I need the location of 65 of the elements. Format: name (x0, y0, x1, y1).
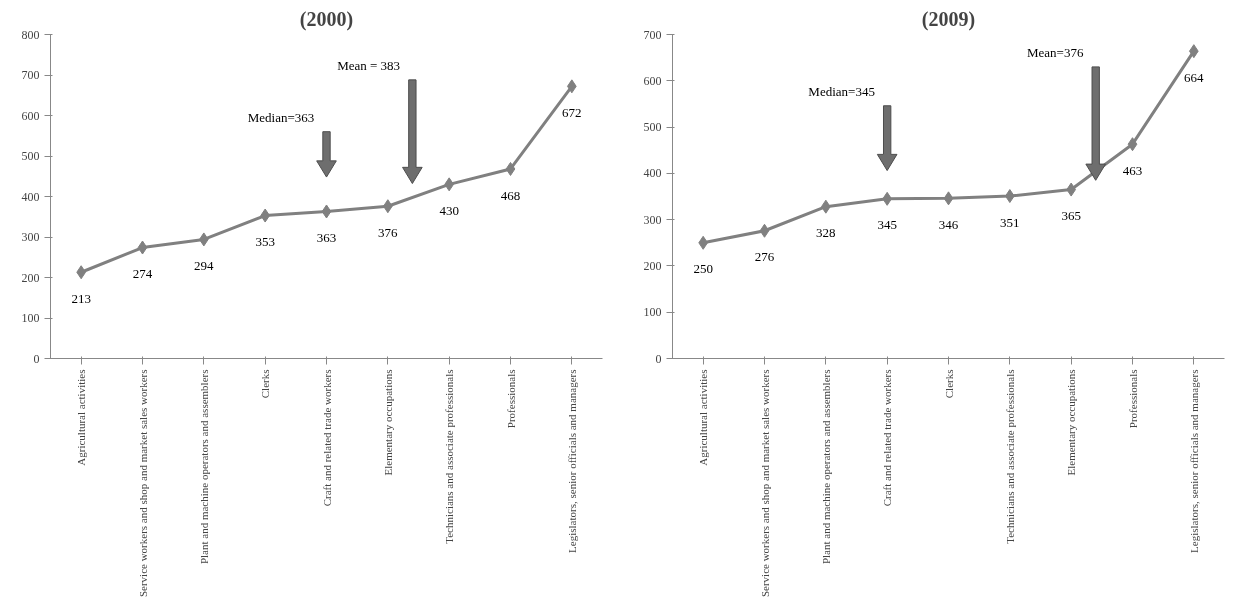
annotation: Median=363 (247, 110, 315, 126)
y-tick-label: 400 (21, 189, 40, 204)
data-label: 294 (194, 258, 215, 274)
y-tick-label: 200 (21, 270, 40, 285)
y-tick-label: 300 (21, 230, 40, 244)
x-tick-label: Craft and related trade workers (320, 369, 333, 507)
data-label: 351 (1000, 214, 1020, 230)
x-tick-label: Plant and machine operators and assemblers (819, 369, 832, 565)
y-tick-label: 100 (643, 305, 662, 320)
x-tick-label: Agricultural activities (75, 369, 88, 466)
x-tick-label: Craft and related trade workers (881, 369, 894, 507)
data-label: 468 (500, 187, 521, 203)
x-tick-label: Clerks (259, 369, 272, 399)
y-tick-label: 700 (21, 68, 40, 82)
data-label: 276 (754, 249, 775, 265)
data-label: 274 (132, 266, 153, 282)
data-label: 353 (255, 234, 275, 250)
point (505, 161, 516, 176)
x-tick-label: Service workers and shop and market sales workers (136, 369, 149, 598)
x-tick-label: Service workers and shop and market sales workers (758, 369, 771, 598)
annotation: Mean=376 (1027, 45, 1084, 61)
data-label: 363 (316, 230, 337, 246)
y-tick-label: 500 (643, 120, 662, 135)
data-label: 346 (938, 217, 959, 233)
data-label: 213 (71, 290, 91, 306)
chart-title: (2000) (299, 7, 354, 31)
y-tick-label: 0 (655, 351, 662, 366)
data-label: 328 (816, 225, 836, 241)
data-label: 463 (1122, 162, 1143, 178)
x-tick-label: Elementary occupations (1065, 369, 1078, 476)
y-tick-label: 600 (21, 108, 40, 123)
y-tick-label: 700 (643, 27, 662, 42)
data-label: 365 (1061, 208, 1081, 224)
data-label: 430 (439, 203, 459, 219)
y-tick-label: 200 (643, 258, 662, 273)
x-tick-label: Legislators, senior officials and managers (1187, 369, 1200, 553)
chart-title: (2009) (921, 7, 976, 31)
y-tick-label: 500 (21, 149, 40, 163)
x-tick-label: Plant and machine operators and assemblers (197, 369, 210, 565)
data-label: 664 (1184, 69, 1205, 85)
data-label: 672 (562, 105, 582, 121)
y-tick-label: 300 (643, 212, 662, 227)
annotation: Median=345 (808, 84, 875, 100)
point (759, 223, 770, 238)
point (137, 240, 148, 255)
point (1127, 137, 1138, 152)
x-tick-label: Professionals (1126, 369, 1139, 429)
point (321, 204, 332, 219)
point (943, 191, 954, 206)
x-tick-label: Professionals (504, 369, 517, 429)
annotation: Mean = 383 (337, 58, 401, 74)
y-tick-label: 100 (21, 311, 40, 325)
y-tick-label: 600 (643, 73, 662, 88)
x-tick-label: Elementary occupations (381, 369, 394, 476)
y-tick-label: 400 (643, 166, 662, 181)
x-tick-label: Legislators, senior officials and managers (565, 369, 578, 553)
data-label: 250 (693, 261, 713, 277)
x-tick-label: Technicians and associate professionals (1003, 369, 1016, 544)
data-label: 345 (877, 217, 897, 233)
x-tick-label: Clerks (942, 369, 955, 399)
y-tick-label: 800 (21, 27, 40, 42)
x-tick-label: Agricultural activities (697, 369, 710, 466)
data-label: 376 (378, 224, 399, 240)
x-tick-label: Technicians and associate professionals (443, 369, 456, 544)
y-tick-label: 0 (33, 351, 40, 366)
